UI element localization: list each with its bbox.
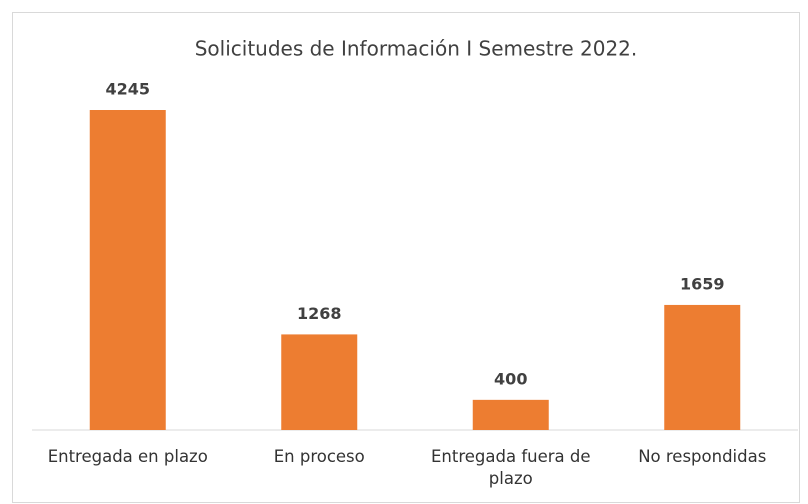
- data-label: 1268: [297, 304, 342, 323]
- data-label: 400: [494, 369, 527, 388]
- data-label: 1659: [680, 274, 725, 293]
- bar: [664, 304, 741, 430]
- data-label: 4245: [105, 80, 150, 99]
- bar: [89, 110, 166, 430]
- x-tick-label: Entregada en plazo: [47, 447, 208, 466]
- x-tick-label: En proceso: [273, 447, 365, 466]
- bar: [472, 399, 549, 430]
- chart-title: Solicitudes de Información I Semestre 20…: [195, 37, 638, 61]
- x-tick-label: No respondidas: [638, 447, 767, 466]
- bar: [281, 334, 358, 430]
- x-tick-label: Entregada fuera de plazo: [430, 447, 591, 488]
